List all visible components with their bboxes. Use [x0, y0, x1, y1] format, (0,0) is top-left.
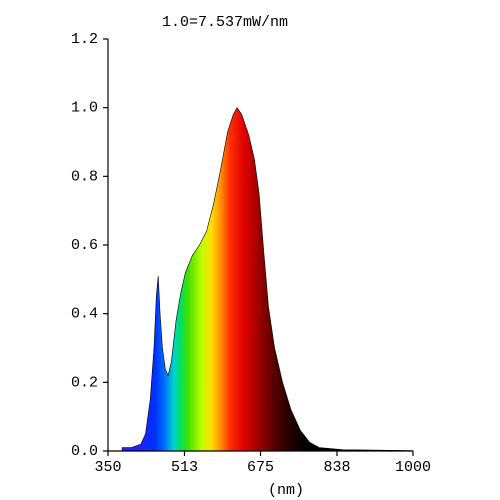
x-tick-label: 1000 [395, 459, 431, 476]
y-tick-label: 0.2 [71, 374, 98, 391]
y-tick-label: 1.0 [71, 100, 98, 117]
x-tick-label: 350 [94, 459, 121, 476]
x-tick-label: 838 [323, 459, 350, 476]
y-tick-label: 0.0 [71, 443, 98, 460]
y-tick-label: 0.6 [71, 237, 98, 254]
y-tick-label: 0.4 [71, 306, 98, 323]
chart-title: 1.0=7.537mW/nm [162, 14, 288, 31]
x-tick-label: 675 [247, 459, 274, 476]
y-tick-label: 0.8 [71, 168, 98, 185]
spectrum-area [121, 107, 414, 452]
x-axis-label: (nm) [268, 482, 304, 499]
x-tick-label: 513 [171, 459, 198, 476]
y-tick-label: 1.2 [71, 31, 98, 48]
